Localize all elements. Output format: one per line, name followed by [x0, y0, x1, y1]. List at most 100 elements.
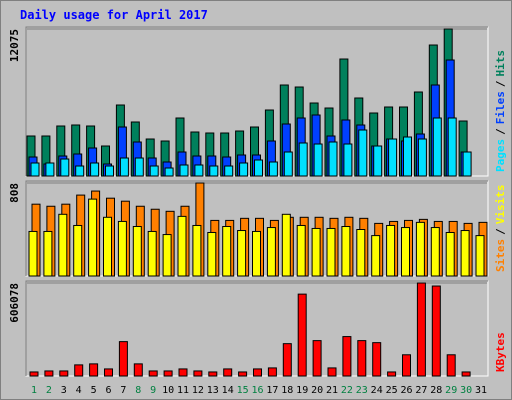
bar: [387, 371, 397, 377]
x-tick-label: 18: [281, 385, 293, 396]
x-tick-label: 19: [296, 385, 308, 396]
legend-separator: /: [494, 228, 507, 235]
bar: [103, 216, 112, 277]
bar: [119, 157, 129, 177]
bar: [312, 340, 322, 377]
bar: [356, 229, 366, 277]
x-tick-label: 7: [120, 385, 126, 396]
bar: [327, 367, 337, 377]
bar: [386, 224, 396, 277]
bar: [177, 215, 187, 277]
bar: [45, 162, 55, 177]
bar: [30, 162, 40, 177]
bar: [402, 354, 411, 377]
bar: [75, 165, 85, 177]
x-tick-label: 24: [371, 385, 383, 396]
bar: [371, 235, 381, 277]
x-tick-label: 8: [135, 385, 141, 396]
bar: [90, 162, 100, 177]
bar: [162, 234, 172, 277]
bar: [89, 363, 99, 377]
bar: [326, 227, 336, 277]
legend: Pages / Files / Hits: [494, 50, 507, 172]
bar: [224, 165, 234, 177]
legend-entry: Hits: [494, 50, 507, 77]
bar: [134, 157, 144, 177]
x-tick-label: 23: [356, 385, 368, 396]
bar: [252, 230, 261, 277]
bar: [373, 145, 383, 177]
bar: [28, 230, 38, 277]
bar: [267, 367, 277, 377]
x-tick-label: 25: [386, 385, 398, 396]
legend-entry: Files: [494, 91, 507, 124]
bar: [447, 117, 457, 177]
bar: [164, 167, 174, 177]
bar: [193, 370, 203, 377]
bar: [147, 230, 157, 277]
bar: [281, 213, 291, 277]
bar: [223, 368, 233, 377]
bar: [88, 198, 98, 277]
x-tick-label: 9: [150, 385, 156, 396]
bar: [73, 224, 83, 277]
bar: [105, 165, 114, 177]
bar: [117, 220, 127, 277]
bar: [296, 224, 306, 277]
legend-entry: Sites: [494, 239, 507, 272]
x-tick-label: 10: [162, 385, 174, 396]
bar: [461, 371, 471, 377]
bar: [29, 371, 39, 377]
panel-shade: [25, 180, 488, 276]
bar: [298, 142, 308, 177]
bar: [208, 371, 218, 377]
x-tick-label: 4: [76, 385, 82, 396]
bar: [430, 227, 440, 277]
bar: [104, 368, 113, 377]
x-tick-label: 22: [341, 385, 353, 396]
x-tick-label: 6: [105, 385, 111, 396]
x-tick-label: 14: [222, 385, 234, 396]
bar: [311, 227, 321, 277]
x-tick-label: 15: [237, 385, 249, 396]
chart-title: Daily usage for April 2017: [20, 8, 208, 22]
bar: [415, 221, 425, 277]
bar: [194, 164, 204, 177]
legend-entry: Visits: [494, 185, 507, 225]
y-tick-label: 606078: [8, 283, 21, 323]
panel-shade: [25, 280, 488, 376]
y-tick-label: 12075: [8, 29, 21, 62]
x-tick-label: 31: [475, 385, 487, 396]
bar: [253, 368, 262, 377]
bar: [178, 368, 188, 377]
bar: [446, 354, 456, 377]
bar: [43, 230, 53, 277]
x-tick-label: 13: [207, 385, 219, 396]
legend-entry: KBytes: [494, 332, 507, 372]
y-tick-label: 808: [8, 183, 21, 203]
x-tick-label: 27: [415, 385, 427, 396]
bar: [432, 117, 442, 177]
bar: [163, 370, 173, 377]
x-tick-label: 30: [460, 385, 472, 396]
bar: [132, 226, 142, 277]
x-tick-label: 3: [61, 385, 67, 396]
bar: [462, 151, 472, 177]
bar: [403, 136, 412, 177]
legend-entry: Pages: [494, 139, 507, 172]
bar: [341, 226, 351, 277]
bar: [148, 370, 158, 377]
bar: [343, 143, 353, 177]
legend-separator: /: [494, 80, 507, 87]
legend-separator: /: [494, 128, 507, 135]
bar: [44, 370, 54, 377]
bar: [118, 341, 128, 377]
bar: [313, 143, 323, 177]
bar: [401, 227, 410, 277]
bar: [283, 151, 293, 177]
bar: [342, 336, 352, 377]
x-tick-label: 16: [251, 385, 263, 396]
bar: [416, 282, 426, 377]
bar: [460, 230, 470, 277]
